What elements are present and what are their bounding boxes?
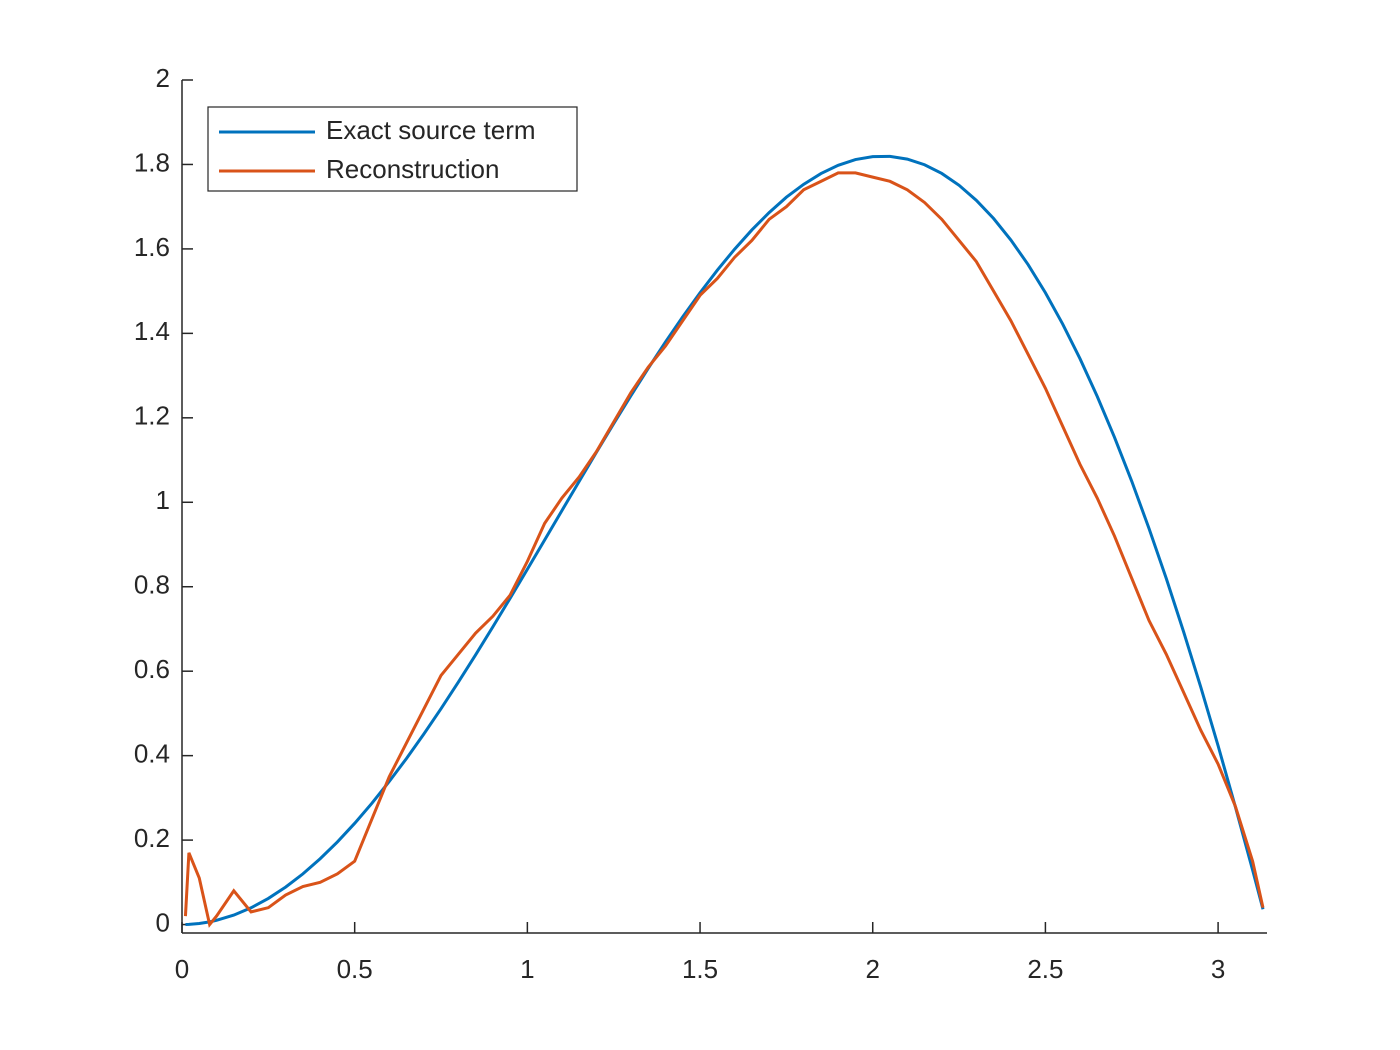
y-tick-label: 0.8 [134,570,170,600]
y-tick-label: 1.6 [134,232,170,262]
y-tick-label: 1.8 [134,147,170,177]
legend-label: Exact source term [326,115,536,145]
x-tick-label: 0.5 [337,954,373,984]
x-tick-label: 2 [865,954,879,984]
y-tick-label: 0 [156,907,170,937]
y-tick-label: 0.2 [134,823,170,853]
legend-box [207,106,578,192]
y-tick-label: 1.4 [134,316,170,346]
x-tick-label: 3 [1211,954,1225,984]
x-tick-label: 1 [520,954,534,984]
series-line [183,171,1265,928]
y-tick-label: 1.2 [134,401,170,431]
y-tick-label: 2 [156,63,170,93]
legend-label: Reconstruction [326,154,499,184]
x-tick-label: 2.5 [1027,954,1063,984]
series-line [185,154,1265,927]
y-tick-label: 0.4 [134,739,170,769]
y-tick-label: 0.6 [134,654,170,684]
y-tick-label: 1 [156,485,170,515]
x-tick-label: 1.5 [682,954,718,984]
x-tick-label: 0 [175,954,189,984]
